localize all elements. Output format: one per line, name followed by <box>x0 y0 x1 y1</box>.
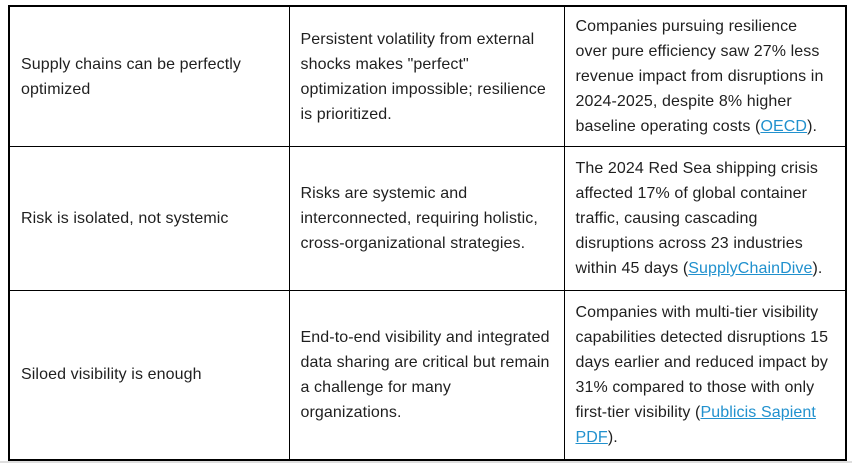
cell-evidence: Companies with multi-tier visibility cap… <box>563 290 847 460</box>
cell-myth: Risk is isolated, not systemic <box>8 146 290 291</box>
evidence-text-before: Companies with multi-tier visibility cap… <box>575 303 829 421</box>
table-row: Supply chains can be perfectly optimized… <box>8 5 847 147</box>
evidence-link-supplychaindive[interactable]: SupplyChainDive <box>688 260 813 277</box>
reality-text: Persistent volatility from external shoc… <box>300 30 546 123</box>
myths-vs-reality-table: Supply chains can be perfectly optimized… <box>8 5 847 461</box>
evidence-text-after: ). <box>812 260 823 277</box>
table-row: Siloed visibility is enough End-to-end v… <box>8 290 847 460</box>
evidence-text-before: Companies pursuing resilience over pure … <box>575 18 824 135</box>
cell-evidence: Companies pursuing resilience over pure … <box>563 5 847 147</box>
reality-text: Risks are systemic and interconnected, r… <box>300 185 538 252</box>
reality-text: End-to-end visibility and integrated dat… <box>300 328 550 421</box>
cell-myth: Supply chains can be perfectly optimized <box>8 5 290 147</box>
evidence-text-after: ). <box>607 428 618 446</box>
evidence-link-oecd[interactable]: OECD <box>760 118 808 135</box>
myth-text: Siloed visibility is enough <box>21 366 202 384</box>
cell-myth: Siloed visibility is enough <box>8 290 290 460</box>
cell-reality: Risks are systemic and interconnected, r… <box>288 146 565 291</box>
cell-reality: End-to-end visibility and integrated dat… <box>288 290 565 460</box>
cell-reality: Persistent volatility from external shoc… <box>288 5 565 147</box>
myth-text: Supply chains can be perfectly optimized <box>21 55 242 98</box>
myth-text: Risk is isolated, not systemic <box>21 210 229 227</box>
page-bottom-divider <box>0 461 852 463</box>
evidence-text-before: The 2024 Red Sea shipping crisis affecte… <box>575 160 818 277</box>
cell-evidence: The 2024 Red Sea shipping crisis affecte… <box>563 146 847 291</box>
table-row: Risk is isolated, not systemic Risks are… <box>8 146 847 291</box>
evidence-text-after: ). <box>807 118 818 135</box>
evidence-link-publicis-sapient-pdf[interactable]: Publicis Sapient PDF <box>575 403 816 446</box>
